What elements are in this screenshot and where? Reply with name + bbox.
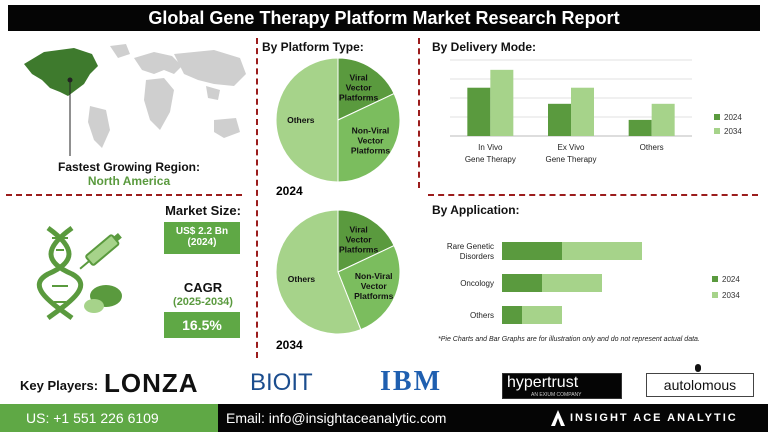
pie-2024-slice-2 <box>275 57 339 183</box>
divider-vertical-left <box>256 38 258 358</box>
bioit-logo: BIOIT <box>250 369 313 396</box>
delivery-legend-label-2034: 2034 <box>724 127 742 136</box>
divider-vertical-right <box>418 38 420 188</box>
pie-2034-slice-0 <box>337 209 395 273</box>
north-america-highlight <box>24 48 98 96</box>
delivery-legend-swatch-2034 <box>714 128 720 134</box>
application-bar-2034-2 <box>522 306 562 324</box>
pie-chart-2024: ViralVectorPlatformsNon-ViralVectorPlatf… <box>275 57 401 183</box>
application-bar-2024-2 <box>502 306 522 324</box>
application-category-label-2: Others <box>470 311 494 320</box>
footer-phone[interactable]: US: +1 551 226 6109 <box>26 410 159 426</box>
footer-brand: INSIGHT ACE ANALYTIC <box>570 412 738 424</box>
pie-2034-label-0: Viral <box>349 225 367 235</box>
hypertrust-name: hypertrust <box>507 374 579 391</box>
autolomous-logo: autolomous <box>646 373 754 397</box>
delivery-legend-swatch-2024 <box>714 114 720 120</box>
delivery-mode-bar-chart: In Vivo Gene Therapy Ex Vivo Gene Therapy Ot… <box>450 59 742 164</box>
market-size-value: US$ 2.2 Bn <box>175 226 229 237</box>
pie-2034-label-0: Platforms <box>339 245 378 255</box>
pie-2034-slice-2 <box>275 209 362 335</box>
footer-email[interactable]: Email: info@insightaceanalytic.com <box>226 410 447 426</box>
application-category-label-0: Rare Genetic <box>447 242 494 251</box>
application-section-title: By Application: <box>432 203 520 217</box>
delivery-category-label-1: Ex Vivo <box>558 143 586 152</box>
market-size-box: US$ 2.2 Bn (2024) <box>164 222 240 254</box>
fastest-growing-label: Fastest Growing Region: <box>57 160 200 174</box>
market-size-year: (2024) <box>187 237 217 248</box>
report-title: Global Gene Therapy Platform Market Rese… <box>8 5 760 31</box>
application-legend-label-2034: 2034 <box>722 291 740 300</box>
pie-2034-slice-1 <box>337 244 401 331</box>
pie-2024-label-2: Others <box>287 115 315 125</box>
hypertrust-sub: AN EXIUM COMPANY <box>531 392 582 398</box>
delivery-legend-label-2024: 2024 <box>724 113 742 122</box>
fastest-growing-value: North America <box>87 174 171 188</box>
pie-2024-label-0: Vector <box>346 83 373 93</box>
delivery-bar-2024-0 <box>467 87 491 136</box>
application-legend-swatch-2024 <box>712 276 718 282</box>
ibm-logo: IBM <box>380 366 442 397</box>
market-size-label: Market Size: <box>165 203 241 218</box>
lonza-logo: LONZA <box>104 368 199 398</box>
delivery-category-label-1: Gene Therapy <box>546 155 597 164</box>
dna-syringe-icon <box>36 225 122 321</box>
pie-2024-year: 2024 <box>276 184 303 198</box>
cagr-value: 16.5% <box>164 312 240 338</box>
illustration-note: *Pie Charts and Bar Graphs are for illus… <box>438 336 700 343</box>
application-legend-label-2024: 2024 <box>722 275 740 284</box>
delivery-bar-2034-1 <box>571 87 594 136</box>
delivery-bar-2034-0 <box>490 69 514 136</box>
delivery-category-label-2: Others <box>640 143 664 152</box>
pie-2024-slice-1 <box>337 92 401 183</box>
application-bar-2034-1 <box>542 274 602 292</box>
footer-phone-bar: US: +1 551 226 6109 <box>0 404 218 432</box>
world-map-icon <box>24 44 246 156</box>
autolomous-drop-icon <box>695 364 701 372</box>
pie-2024-label-1: Vector <box>357 136 384 146</box>
cagr-period: (2025-2034) <box>173 296 233 308</box>
application-category-label-1: Oncology <box>460 279 494 288</box>
pie-2024-label-0: Viral <box>349 73 367 83</box>
insight-ace-logo-icon <box>551 410 565 426</box>
pie-2034-label-1: Vector <box>361 281 388 291</box>
pie-2024-label-0: Platforms <box>339 93 378 103</box>
application-legend-swatch-2034 <box>712 292 718 298</box>
application-bar-2034-0 <box>562 242 642 260</box>
application-bar-2024-0 <box>502 242 562 260</box>
divider-horizontal-left <box>6 194 242 196</box>
footer-email-bar: Email: info@insightaceanalytic.com INSIG… <box>218 404 768 432</box>
pie-2024-slice-0 <box>337 57 395 121</box>
pie-2034-label-1: Non-Viral <box>355 271 393 281</box>
key-players-label: Key Players: <box>20 378 99 393</box>
cagr-label: CAGR <box>183 280 223 295</box>
delivery-bar-2024-1 <box>548 103 571 136</box>
pie-2034-label-1: Platforms <box>354 291 393 301</box>
pie-2024-label-1: Platforms <box>351 146 390 156</box>
application-bar-2024-1 <box>502 274 542 292</box>
delivery-bar-2034-2 <box>651 103 675 136</box>
application-category-label-0: Disorders <box>460 252 494 261</box>
pie-2034-label-2: Others <box>288 274 316 284</box>
hypertrust-logo: hypertrust AN EXIUM COMPANY <box>502 373 622 399</box>
delivery-section-title: By Delivery Mode: <box>432 40 537 54</box>
divider-horizontal-right <box>428 194 758 196</box>
delivery-bar-2024-2 <box>628 119 652 136</box>
pie-chart-2034: ViralVectorPlatformsNon-ViralVectorPlatf… <box>275 209 401 335</box>
pie-2034-year: 2034 <box>276 338 303 352</box>
delivery-category-label-0: Gene Therapy <box>465 155 516 164</box>
pie-2034-label-0: Vector <box>346 235 373 245</box>
platform-section-title: By Platform Type: <box>262 40 364 54</box>
pie-2024-label-1: Non-Viral <box>352 126 390 136</box>
delivery-category-label-0: In Vivo <box>478 143 503 152</box>
